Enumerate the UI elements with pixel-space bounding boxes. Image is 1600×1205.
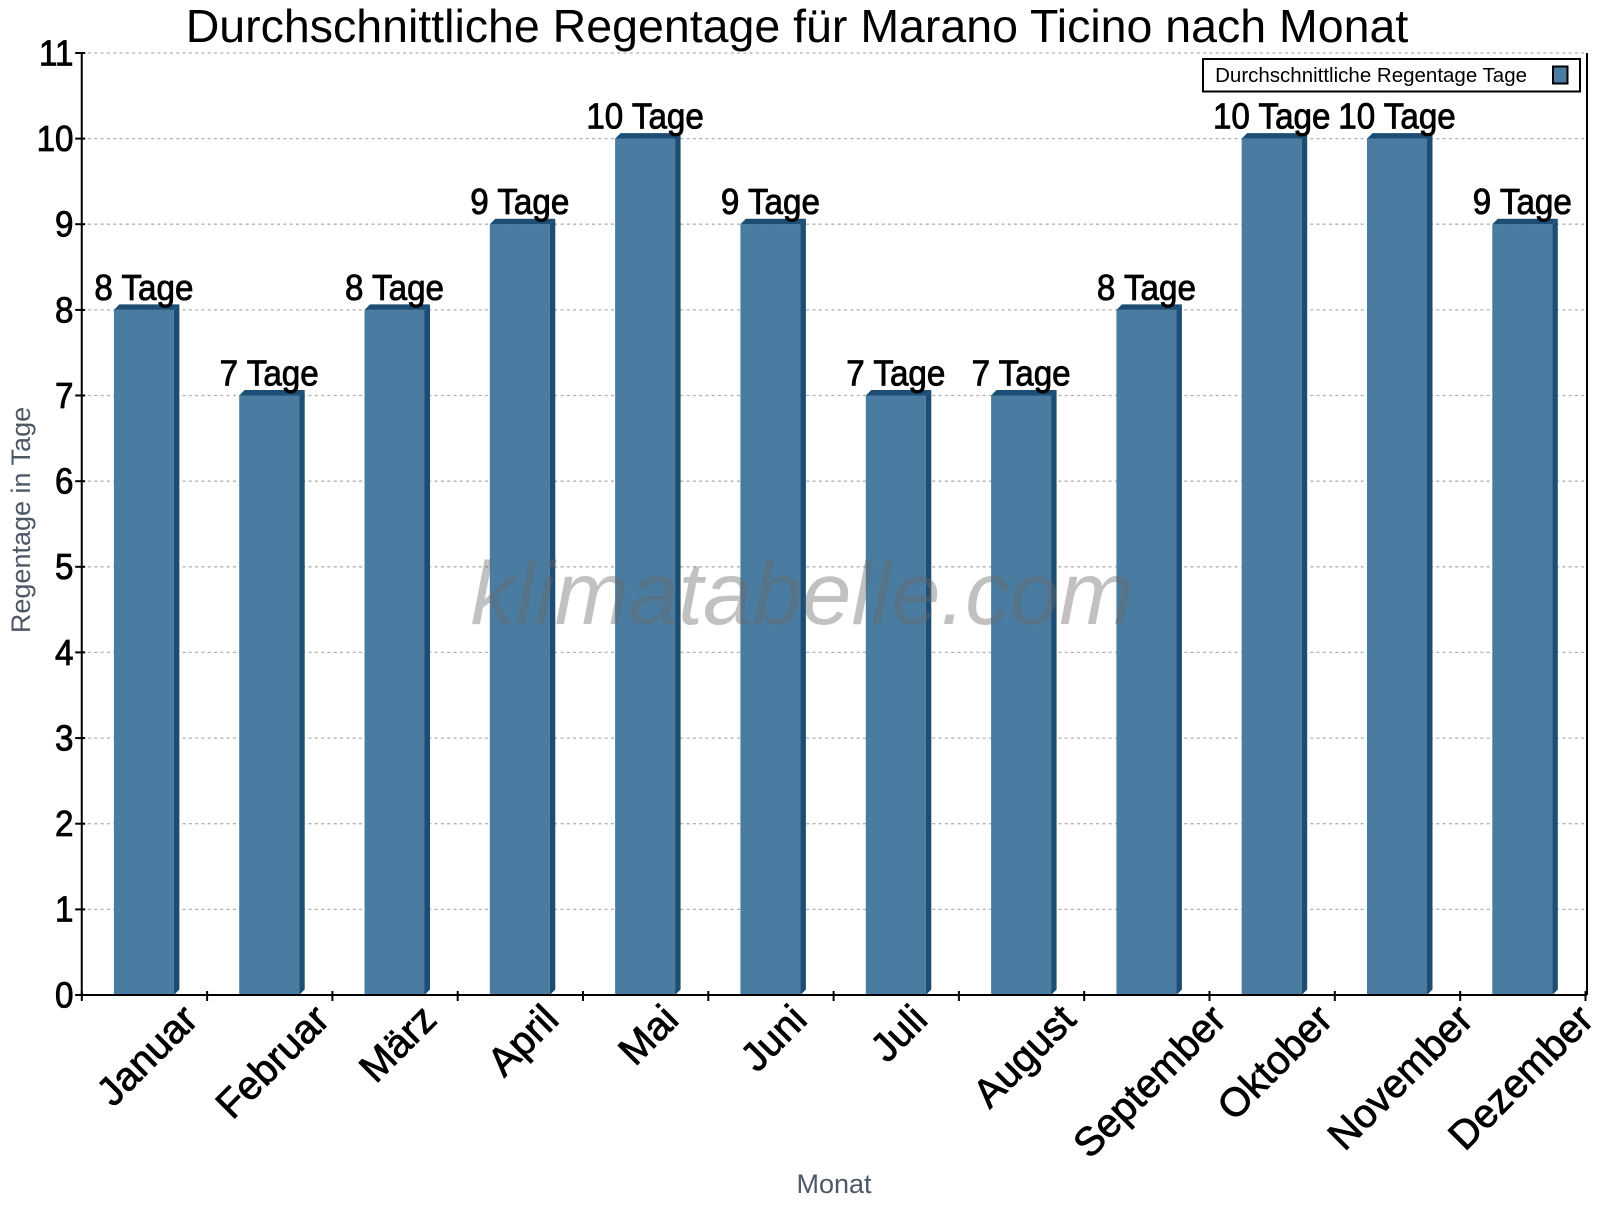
svg-text:9: 9 — [55, 205, 73, 245]
svg-text:April: April — [479, 997, 567, 1085]
svg-text:Regentage in Tage: Regentage in Tage — [6, 407, 36, 633]
svg-text:7: 7 — [55, 377, 73, 417]
svg-text:11: 11 — [39, 34, 73, 74]
svg-text:7 Tage: 7 Tage — [846, 354, 945, 394]
svg-text:7 Tage: 7 Tage — [220, 354, 319, 394]
svg-text:0: 0 — [55, 976, 73, 1016]
svg-text:1: 1 — [55, 891, 73, 931]
svg-text:klimatabelle.com: klimatabelle.com — [471, 543, 1134, 643]
svg-text:4: 4 — [55, 634, 73, 674]
svg-text:Juni: Juni — [732, 997, 815, 1080]
svg-text:10 Tage: 10 Tage — [1213, 97, 1330, 137]
svg-text:Januar: Januar — [89, 997, 207, 1115]
svg-text:8 Tage: 8 Tage — [94, 269, 193, 309]
svg-text:März: März — [351, 997, 445, 1091]
svg-text:8: 8 — [55, 291, 73, 331]
svg-text:6: 6 — [55, 462, 73, 502]
svg-text:9 Tage: 9 Tage — [721, 183, 820, 223]
svg-text:8 Tage: 8 Tage — [345, 269, 444, 309]
svg-text:Juli: Juli — [862, 997, 936, 1071]
svg-text:August: August — [965, 997, 1084, 1116]
svg-text:10 Tage: 10 Tage — [1338, 97, 1455, 137]
svg-text:5: 5 — [55, 548, 73, 588]
svg-text:8 Tage: 8 Tage — [1097, 269, 1196, 309]
svg-text:Februar: Februar — [208, 997, 338, 1127]
svg-text:2: 2 — [55, 805, 73, 845]
svg-text:September: September — [1065, 997, 1234, 1166]
svg-text:10 Tage: 10 Tage — [586, 97, 703, 137]
svg-text:9 Tage: 9 Tage — [1473, 183, 1572, 223]
svg-text:9 Tage: 9 Tage — [470, 183, 569, 223]
svg-text:Durchschnittliche Regentage Ta: Durchschnittliche Regentage Tage — [1215, 64, 1527, 87]
svg-text:3: 3 — [55, 719, 73, 759]
svg-text:10: 10 — [37, 120, 74, 160]
svg-text:Monat: Monat — [796, 1169, 872, 1199]
svg-text:Mai: Mai — [610, 997, 687, 1074]
svg-text:Durchschnittliche Regentage fü: Durchschnittliche Regentage für Marano T… — [186, 0, 1409, 52]
svg-text:7 Tage: 7 Tage — [972, 354, 1071, 394]
svg-text:Oktober: Oktober — [1209, 997, 1341, 1129]
